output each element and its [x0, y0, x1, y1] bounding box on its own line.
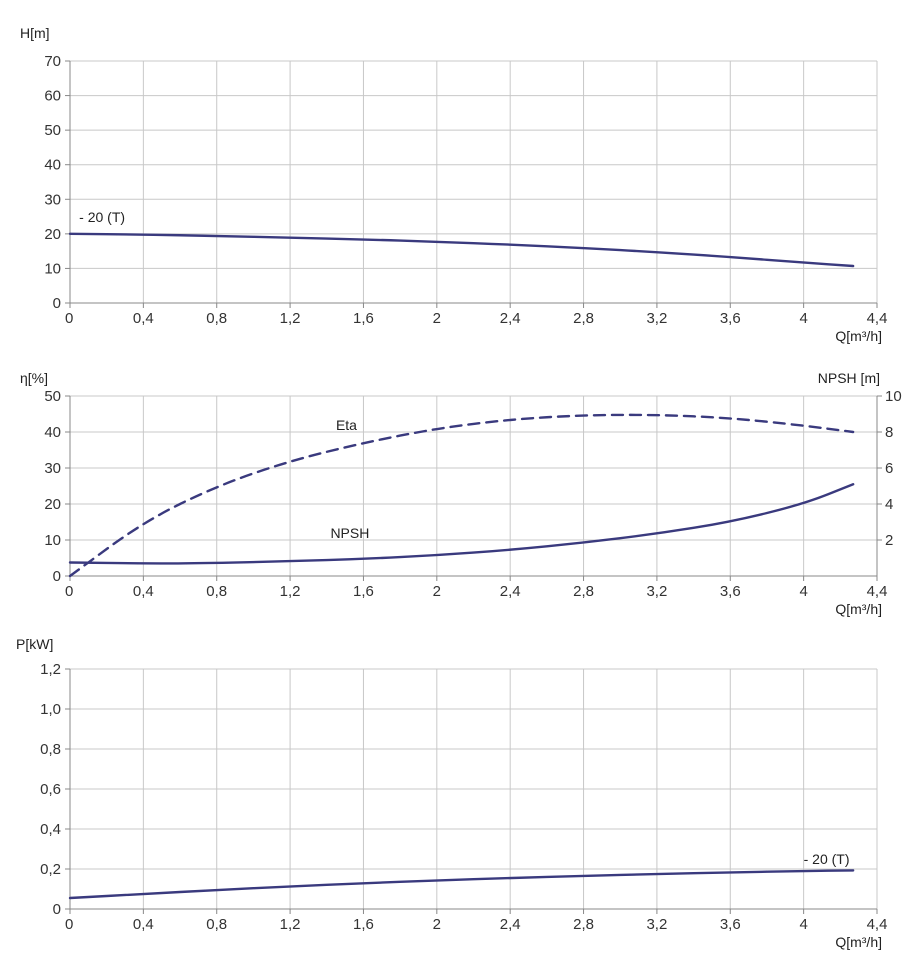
efficiency-x-tick-label: 0,8 — [206, 583, 227, 600]
efficiency-x-tick-label: 2,8 — [573, 583, 594, 600]
efficiency-y-tick-label: 40 — [44, 424, 61, 441]
efficiency-annotation-label: Eta — [336, 417, 357, 433]
head-y-tick-label: 60 — [44, 88, 61, 105]
power-y-tick-label: 0,4 — [40, 821, 61, 838]
head-y-tick-label: 0 — [53, 295, 61, 312]
efficiency-y-right-tick-label: 6 — [885, 460, 893, 477]
head-series-20-t-line — [68, 232, 855, 268]
efficiency-y-axis-title: η[%] — [20, 370, 48, 386]
power-x-tick-label: 2,4 — [500, 916, 521, 933]
efficiency-x-axis-title: Q[m³/h] — [835, 601, 882, 617]
power-y-axis-title: P[kW] — [16, 636, 53, 652]
head-y-tick-label: 10 — [44, 260, 61, 277]
head-x-tick-label: 2,4 — [500, 310, 521, 327]
head-y-tick-label: 50 — [44, 122, 61, 139]
power-x-tick-label: 3,6 — [720, 916, 741, 933]
efficiency-y-tick-label: 10 — [44, 532, 61, 549]
head-x-axis-title: Q[m³/h] — [835, 328, 882, 344]
head-y-axis-title: H[m] — [20, 25, 50, 41]
head-x-tick-label: 0,8 — [206, 310, 227, 327]
power-y-tick-label: 0,2 — [40, 861, 61, 878]
efficiency-x-tick-label: 2 — [433, 583, 441, 600]
head-x-tick-label: 4 — [799, 310, 807, 327]
head-x-tick-label: 1,2 — [280, 310, 301, 327]
head-x-tick-label: 4,4 — [867, 310, 888, 327]
efficiency-x-tick-label: 3,2 — [646, 583, 667, 600]
head-y-tick-label: 40 — [44, 157, 61, 174]
power-y-tick-label: 0,6 — [40, 781, 61, 798]
head-x-tick-label: 0,4 — [133, 310, 154, 327]
efficiency-x-tick-label: 0 — [65, 583, 73, 600]
power-x-tick-label: 1,6 — [353, 916, 374, 933]
head-x-tick-label: 2,8 — [573, 310, 594, 327]
power-x-tick-label: 0,4 — [133, 916, 154, 933]
efficiency-y-tick-label: 0 — [53, 568, 61, 585]
head-x-tick-label: 3,2 — [646, 310, 667, 327]
efficiency-y-right-tick-label: 4 — [885, 496, 893, 513]
efficiency-annotation-label: NPSH — [330, 525, 369, 541]
power-y-tick-label: 1,0 — [40, 701, 61, 718]
power-y-tick-label: 1,2 — [40, 661, 61, 678]
power-y-tick-label: 0 — [53, 901, 61, 918]
head-x-tick-label: 3,6 — [720, 310, 741, 327]
efficiency-x-tick-label: 2,4 — [500, 583, 521, 600]
head-y-tick-label: 20 — [44, 226, 61, 243]
efficiency-x-tick-label: 1,2 — [280, 583, 301, 600]
efficiency-x-tick-label: 4,4 — [867, 583, 888, 600]
efficiency-series-eta-line — [68, 413, 855, 578]
efficiency-y-tick-label: 50 — [44, 388, 61, 405]
power-x-tick-label: 3,2 — [646, 916, 667, 933]
power-x-tick-label: 4,4 — [867, 916, 888, 933]
efficiency-x-tick-label: 4 — [799, 583, 807, 600]
efficiency-x-tick-label: 0,4 — [133, 583, 154, 600]
power-x-tick-label: 2,8 — [573, 916, 594, 933]
head-annotation-label: - 20 (T) — [79, 209, 125, 225]
power-y-tick-label: 0,8 — [40, 741, 61, 758]
head-x-tick-label: 0 — [65, 310, 73, 327]
efficiency-y-right-tick-label: 10 — [885, 388, 902, 405]
efficiency-x-tick-label: 1,6 — [353, 583, 374, 600]
head-y-tick-label: 30 — [44, 191, 61, 208]
power-series-20-t-line — [68, 869, 855, 900]
power-x-tick-label: 1,2 — [280, 916, 301, 933]
power-x-tick-label: 0 — [65, 916, 73, 933]
efficiency-y-right-tick-label: 2 — [885, 532, 893, 549]
efficiency-y-tick-label: 30 — [44, 460, 61, 477]
efficiency-y-tick-label: 20 — [44, 496, 61, 513]
power-x-tick-label: 4 — [799, 916, 807, 933]
head-y-tick-label: 70 — [44, 53, 61, 70]
head-x-tick-label: 1,6 — [353, 310, 374, 327]
head-x-tick-label: 2 — [433, 310, 441, 327]
efficiency-x-tick-label: 3,6 — [720, 583, 741, 600]
efficiency-series-npsh-line — [68, 483, 855, 565]
power-x-tick-label: 0,8 — [206, 916, 227, 933]
power-x-tick-label: 2 — [433, 916, 441, 933]
efficiency-y-axis-right-title: NPSH [m] — [818, 370, 880, 386]
efficiency-y-right-tick-label: 8 — [885, 424, 893, 441]
power-annotation-label: - 20 (T) — [804, 851, 850, 867]
power-x-axis-title: Q[m³/h] — [835, 934, 882, 950]
